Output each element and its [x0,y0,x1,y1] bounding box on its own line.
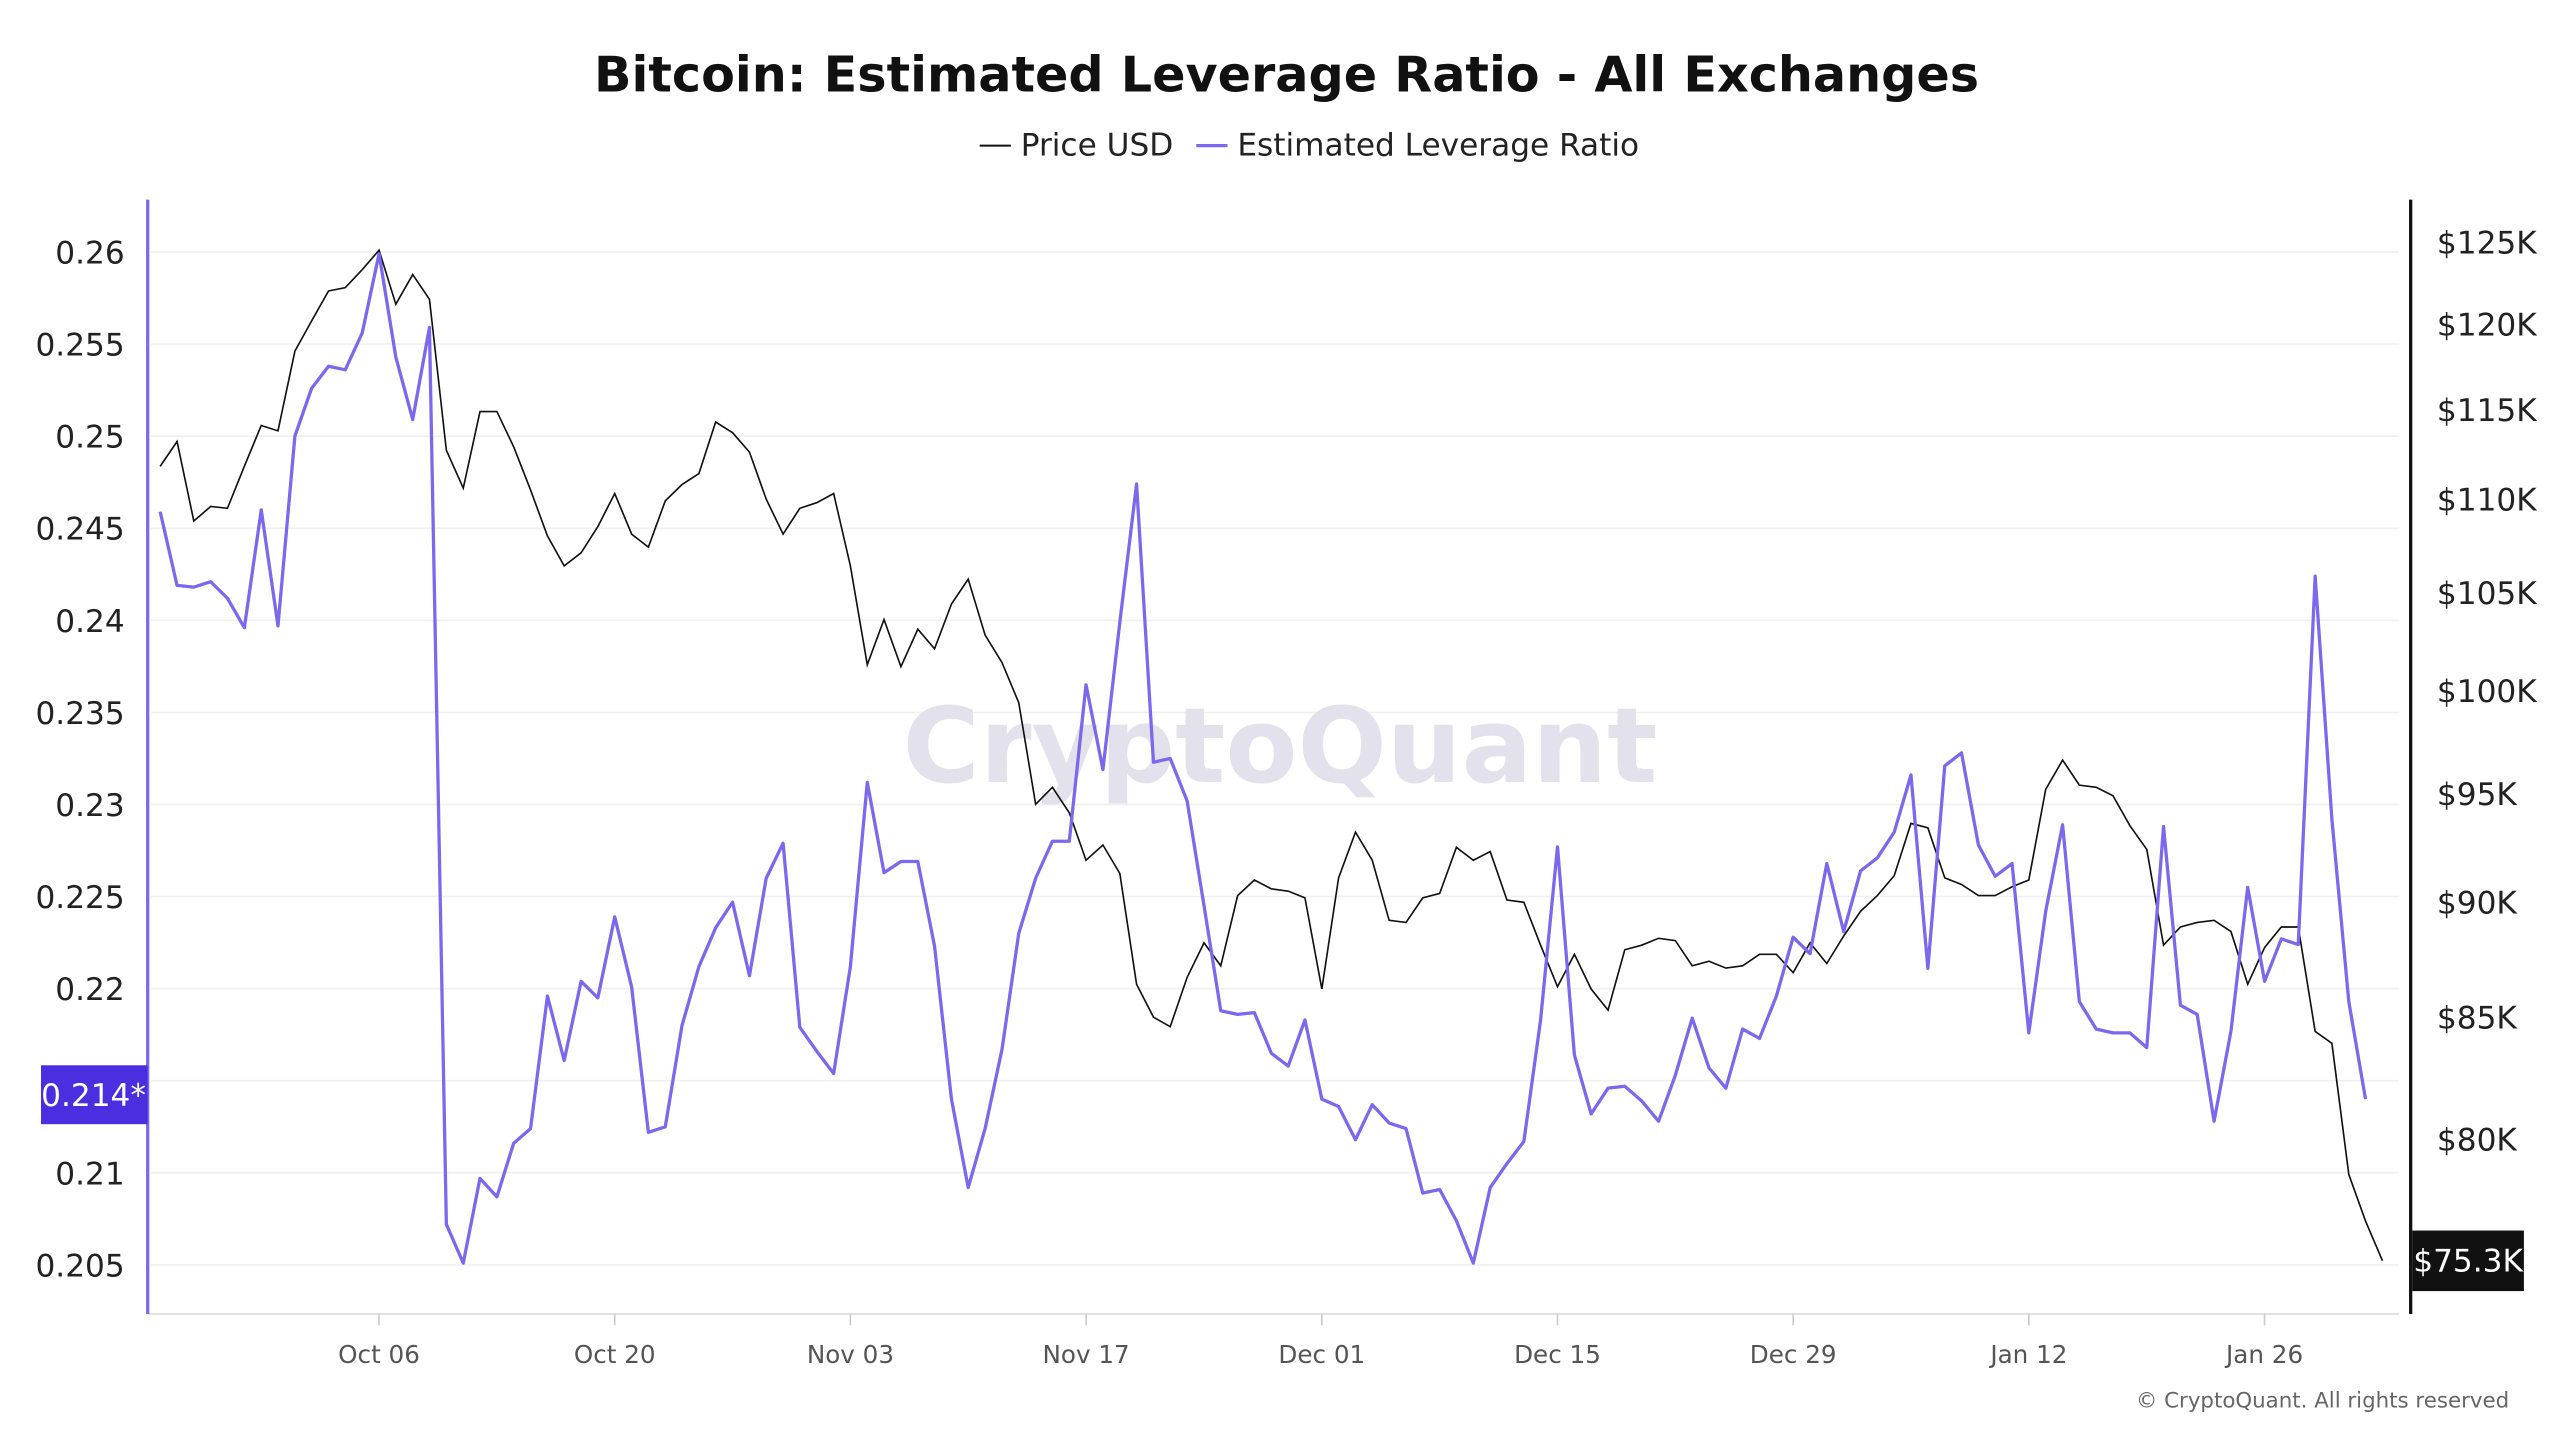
x-axis-ticks: Oct 06 Oct 20 Nov 03 Nov 17 Dec 01 Dec 15 Dec … [338,1314,2303,1369]
legend-label-price: Price USD [1021,127,1174,163]
left-tick-label: 0.23 [55,788,124,824]
watermark: CryptoQuant [903,685,1658,807]
x-tick-label: Oct 20 [574,1340,656,1369]
right-tick-label: $120K [2437,308,2538,344]
x-tick-label: Dec 15 [1514,1340,1601,1369]
left-tick-label: 0.25 [55,420,124,456]
x-tick-label: Oct 06 [338,1340,420,1369]
leverage-current-badge: 0.214* [41,1065,148,1125]
left-tick-label: 0.225 [35,880,124,916]
left-tick-label: 0.245 [35,512,124,548]
left-tick-label: 0.255 [35,328,124,364]
leverage-line [158,252,2368,1265]
left-tick-label: 0.22 [55,972,124,1008]
right-tick-label: $105K [2437,576,2538,612]
legend-item-price[interactable]: Price USD [979,127,1174,163]
left-tick-label: 0.205 [35,1248,124,1284]
legend: Price USD Estimated Leverage Ratio [979,127,1639,163]
right-tick-label: $85K [2437,1001,2519,1037]
left-tick-label: 0.24 [55,604,124,640]
leverage-badge-bg [41,1065,148,1125]
x-tick-label: Nov 17 [1043,1340,1130,1369]
right-tick-label: $110K [2437,483,2538,519]
x-tick-label: Dec 01 [1278,1340,1365,1369]
x-tick-label: Jan 26 [2224,1340,2303,1369]
right-tick-label: $125K [2437,226,2538,262]
right-tick-label: $115K [2437,393,2538,429]
right-tick-label: $95K [2437,777,2519,813]
x-tick-label: Nov 03 [807,1340,894,1369]
x-tick-label: Dec 29 [1750,1340,1837,1369]
price-badge-bg [2412,1230,2524,1292]
copyright: © CryptoQuant. All rights reserved [2136,1388,2509,1413]
price-current-badge: $75.3K [2412,1230,2525,1292]
chart-title: Bitcoin: Estimated Leverage Ratio - All … [594,46,1979,104]
right-tick-label: $80K [2437,1122,2519,1158]
gridlines [150,251,2400,1266]
left-tick-label: 0.26 [55,235,124,271]
x-tick-label: Jan 12 [1988,1340,2067,1369]
right-tick-label: $90K [2437,886,2519,922]
price-badge-label: $75.3K [2413,1243,2524,1279]
legend-item-leverage[interactable]: Estimated Leverage Ratio [1196,127,1639,163]
right-axis-ticks: $80K $85K $90K $95K $100K $105K $110K $115K $120… [2437,226,2538,1159]
price-line [159,248,2384,1261]
left-tick-label: 0.235 [35,696,124,732]
left-axis-ticks: 0.205 0.21 0.22 0.225 0.23 0.235 0.24 0.245 0.25… [35,235,124,1284]
legend-label-leverage: Estimated Leverage Ratio [1237,127,1639,163]
right-tick-label: $100K [2437,674,2538,710]
leverage-badge-label: 0.214* [41,1078,146,1114]
left-tick-label: 0.21 [55,1156,124,1192]
